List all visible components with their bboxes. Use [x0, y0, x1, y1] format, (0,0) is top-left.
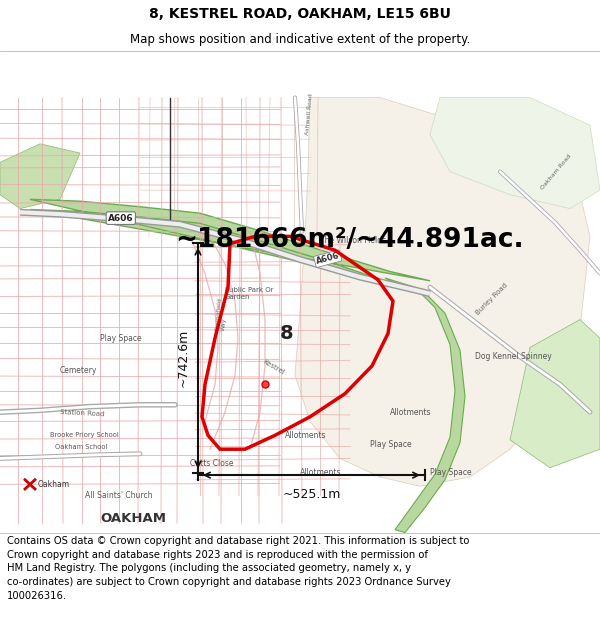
Text: Brooke Priory School: Brooke Priory School — [50, 432, 119, 438]
Text: Cutts Close: Cutts Close — [190, 459, 233, 468]
Text: Allotments: Allotments — [300, 468, 341, 477]
Polygon shape — [30, 199, 430, 292]
Text: ~525.1m: ~525.1m — [283, 488, 341, 501]
Text: Play Space: Play Space — [430, 468, 472, 477]
Text: A606: A606 — [108, 214, 134, 222]
Text: Springfield
Way: Springfield Way — [215, 296, 229, 331]
Text: 8, KESTREL ROAD, OAKHAM, LE15 6BU: 8, KESTREL ROAD, OAKHAM, LE15 6BU — [149, 8, 451, 21]
Text: Cemetery: Cemetery — [60, 366, 97, 375]
Text: ~742.6m: ~742.6m — [177, 329, 190, 387]
Text: Kestrel: Kestrel — [262, 359, 286, 376]
Text: Oakham Road: Oakham Road — [540, 154, 572, 191]
Text: All Saints' Church: All Saints' Church — [85, 491, 152, 500]
Text: Allotments: Allotments — [390, 408, 431, 417]
Polygon shape — [0, 144, 80, 209]
Text: Ashwell Road: Ashwell Road — [305, 94, 314, 136]
Polygon shape — [430, 98, 600, 209]
Text: 8: 8 — [280, 324, 293, 343]
Text: Public Park Or
Garden: Public Park Or Garden — [225, 288, 274, 300]
Text: ~181666m²/~44.891ac.: ~181666m²/~44.891ac. — [175, 227, 524, 253]
Polygon shape — [510, 319, 600, 468]
Text: Station Road: Station Road — [60, 409, 104, 418]
Text: Burley Road: Burley Road — [475, 282, 509, 316]
Text: Dog Kennel Spinney: Dog Kennel Spinney — [475, 352, 552, 361]
Text: Allotments: Allotments — [285, 431, 326, 440]
Text: Play Space: Play Space — [100, 334, 142, 342]
Polygon shape — [295, 98, 590, 486]
Text: Oakham School: Oakham School — [55, 444, 107, 451]
Text: Play Space: Play Space — [370, 440, 412, 449]
Text: The Wilson Fields: The Wilson Fields — [320, 236, 386, 246]
Text: OAKHAM: OAKHAM — [100, 512, 166, 525]
Text: Contains OS data © Crown copyright and database right 2021. This information is : Contains OS data © Crown copyright and d… — [7, 536, 470, 601]
Text: Oakham: Oakham — [38, 480, 70, 489]
Text: Map shows position and indicative extent of the property.: Map shows position and indicative extent… — [130, 34, 470, 46]
Polygon shape — [385, 278, 465, 532]
Text: A606: A606 — [315, 251, 341, 266]
